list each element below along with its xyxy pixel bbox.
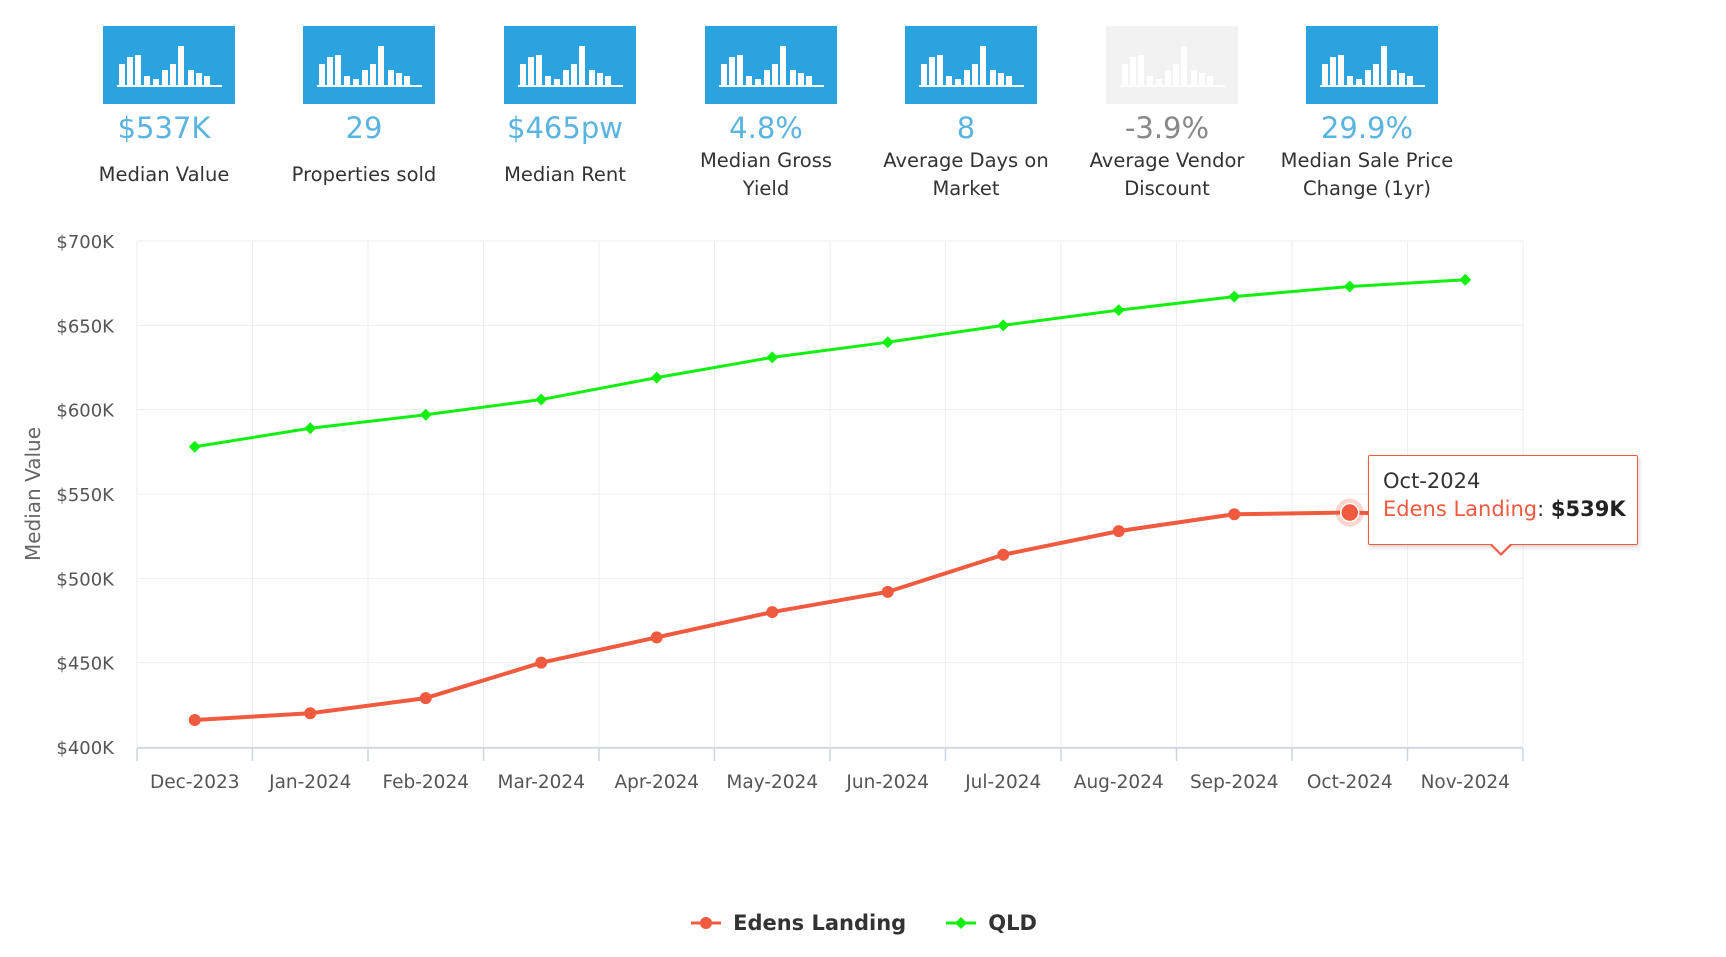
x-tick-label: Jun-2024: [845, 772, 929, 793]
line-chart: $400K $450K $500K $550K $600K $650K $700K Dec-2…: [21, 232, 1524, 793]
stat-label: Properties sold: [291, 163, 437, 186]
legend-circle-marker: [700, 917, 713, 929]
y-tick-label: $550K: [56, 485, 115, 506]
tooltip-category: Oct-2024: [1383, 469, 1481, 493]
stat-label: Median Sale Price Change (1yr): [1280, 149, 1454, 200]
data-point[interactable]: [304, 707, 317, 720]
data-point[interactable]: [1228, 290, 1241, 303]
bar-chart-icon[interactable]: [905, 26, 1037, 104]
y-tick-label: $450K: [56, 654, 115, 675]
bar-chart-icon[interactable]: [705, 26, 837, 104]
data-point[interactable]: [304, 422, 317, 435]
tooltip-series-name: Edens Landing: [1383, 497, 1538, 521]
y-tick-label: $650K: [56, 316, 115, 337]
legend-diamond-marker: [955, 917, 968, 929]
data-point[interactable]: [1459, 273, 1472, 286]
y-tick-label: $700K: [56, 232, 115, 253]
x-tick-label: Jan-2024: [268, 772, 351, 793]
x-tick-label: Sep-2024: [1190, 772, 1279, 793]
bar-chart-icon[interactable]: [103, 26, 235, 104]
stat-value: $537K: [117, 111, 211, 145]
data-point[interactable]: [997, 548, 1010, 561]
series-qld: [188, 273, 1472, 453]
data-point[interactable]: [419, 692, 432, 705]
x-tick-label: May-2024: [726, 772, 818, 793]
data-point[interactable]: [188, 440, 201, 453]
data-point[interactable]: [1228, 508, 1241, 521]
legend-label: Edens Landing: [733, 911, 907, 935]
data-point[interactable]: [1112, 525, 1125, 538]
data-point[interactable]: [188, 714, 201, 727]
stat-label: Average Days on Market: [883, 149, 1049, 200]
bar-chart-icon[interactable]: [504, 26, 636, 104]
legend-item-qld[interactable]: QLD: [944, 905, 1037, 941]
stat-label: Median Gross Yield: [699, 149, 833, 200]
x-tick-label: Oct-2024: [1307, 772, 1393, 793]
data-point[interactable]: [535, 656, 548, 669]
data-point[interactable]: [1112, 304, 1125, 317]
legend-marker-diamond: [946, 917, 977, 929]
y-tick-label: $600K: [56, 401, 115, 422]
stat-value: 8: [956, 111, 976, 145]
data-point[interactable]: [1343, 280, 1356, 293]
data-point[interactable]: [419, 408, 432, 421]
stat-label: Average Vendor Discount: [1089, 149, 1245, 200]
stat-value: 29.9%: [1320, 111, 1414, 145]
x-tick-label: Mar-2024: [498, 772, 585, 793]
data-point[interactable]: [650, 631, 663, 644]
data-point[interactable]: [766, 606, 779, 619]
stats-bar: $537K Median Value 29 Properties sold $4…: [0, 0, 1726, 210]
hovered-data-point[interactable]: [1340, 502, 1360, 523]
stat-label: Median Value: [98, 163, 230, 186]
series-line: [194, 510, 1466, 723]
bar-chart-icon[interactable]: [1106, 26, 1238, 104]
x-tick-label: Jul-2024: [964, 772, 1041, 793]
stat-value: 29: [345, 111, 383, 145]
data-point[interactable]: [997, 319, 1010, 332]
data-point[interactable]: [650, 371, 663, 384]
legend-item-edens-landing[interactable]: Edens Landing: [689, 905, 906, 941]
data-point[interactable]: [766, 351, 779, 364]
x-tick-label: Dec-2023: [150, 772, 240, 793]
x-tick-label: Aug-2024: [1074, 772, 1164, 793]
stat-value: -3.9%: [1124, 111, 1210, 145]
chart-tooltip: Oct-2024 Edens Landing: $539K: [1368, 455, 1638, 556]
gridlines: [136, 240, 1524, 748]
y-axis-title: Median Value: [21, 427, 45, 561]
data-point[interactable]: [881, 336, 894, 349]
x-tick-label: Nov-2024: [1421, 772, 1510, 793]
x-tick-label: Feb-2024: [382, 772, 469, 793]
series-line: [194, 278, 1466, 449]
data-point[interactable]: [881, 585, 894, 598]
series-edens-landing: [188, 506, 1472, 727]
y-tick-label: $400K: [56, 738, 115, 759]
x-tick-label: Apr-2024: [614, 772, 699, 793]
y-tick-label: $500K: [56, 569, 115, 590]
tooltip-value: $539K: [1550, 497, 1626, 521]
stat-value: 4.8%: [729, 111, 803, 145]
legend-label: QLD: [988, 911, 1037, 935]
data-point[interactable]: [535, 393, 548, 406]
stat-label: Median Rent: [504, 163, 626, 186]
chart-legend: Edens Landing QLD: [0, 905, 1726, 941]
legend-marker-circle: [691, 917, 722, 929]
stat-value: $465pw: [507, 111, 623, 145]
bar-chart-icon[interactable]: [1306, 26, 1438, 104]
bar-chart-icon[interactable]: [303, 26, 435, 104]
